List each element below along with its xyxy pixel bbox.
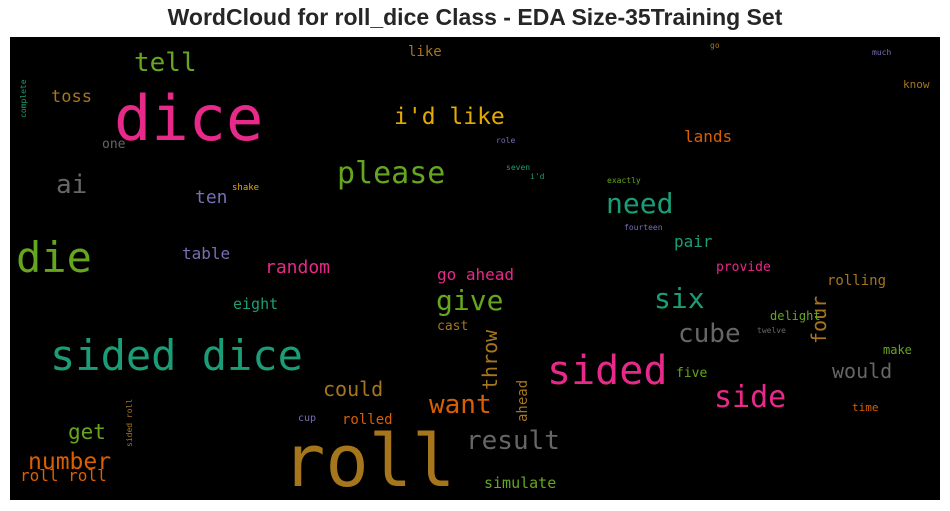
word-four: four [807,296,831,344]
word-result: result [466,426,560,456]
word-cup: cup [298,413,316,424]
word-go: go [710,41,720,50]
word-die: die [16,233,92,282]
word-cast: cast [437,319,468,334]
word-tell: tell [134,48,197,78]
word-please: please [337,156,445,191]
chart-title: WordCloud for roll_dice Class - EDA Size… [167,4,783,30]
word-ahead: ahead [515,380,531,422]
word-twelve: twelve [757,326,786,335]
word-roll: roll [282,419,455,503]
word-give: give [436,284,503,317]
word-number: number [28,449,111,475]
word-ai: ai [56,170,87,200]
word-get: get [68,420,106,444]
word-eight: eight [233,295,278,313]
word-cube: cube [678,319,741,349]
word-seven: seven [506,163,530,172]
word-toss: toss [51,87,92,107]
word-complete: complete [19,79,28,118]
cloud-background [10,37,940,500]
word-six: six [654,282,705,315]
word-sided-roll: sided roll [125,399,134,447]
word-ten: ten [195,187,228,208]
word-exactly: exactly [607,176,641,185]
word-one: one [102,137,126,152]
word-pair: pair [674,232,713,251]
word-throw: throw [478,329,502,390]
word-need: need [606,187,673,220]
word-know: know [903,78,930,91]
word-side: side [714,380,786,415]
word-sided: sided [547,348,667,394]
word-time: time [852,401,879,414]
word-i-d-like: i'd like [394,104,505,130]
word-fourteen: fourteen [624,223,663,232]
words-layer: roll dice sided dice die sided side please need… [16,41,930,503]
word-dice: dice [114,82,263,155]
word-sided-dice: sided dice [50,331,303,380]
word-shake: shake [232,183,259,193]
word-rolled: rolled [342,412,393,428]
word-role: role [496,136,515,145]
word-delight: delight [770,309,821,323]
word-go-ahead: go ahead [437,265,514,284]
word-make: make [883,343,912,357]
word-five: five [676,366,707,381]
word-much: much [872,48,891,57]
word-simulate: simulate [484,474,556,492]
word-would: would [832,359,892,383]
word-table: table [182,244,230,263]
word-lands: lands [684,127,732,146]
word-roll-roll: roll roll [20,466,107,485]
word-rolling: rolling [827,273,886,289]
word-i-d: i'd [530,172,545,181]
word-random: random [265,257,330,278]
word-provide: provide [716,260,771,275]
word-want: want [429,390,492,420]
word-like: like [408,44,442,60]
word-could: could [323,377,383,401]
